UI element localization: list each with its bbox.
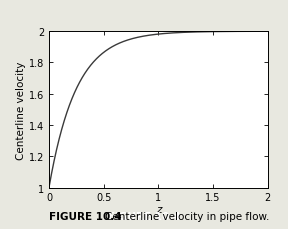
Text: Centerline velocity in pipe flow.: Centerline velocity in pipe flow. <box>105 211 270 221</box>
Y-axis label: Centerline velocity: Centerline velocity <box>16 61 26 159</box>
X-axis label: z: z <box>156 204 161 214</box>
Text: FIGURE 10.4: FIGURE 10.4 <box>108 211 180 221</box>
Text: FIGURE 10.4: FIGURE 10.4 <box>49 211 122 221</box>
